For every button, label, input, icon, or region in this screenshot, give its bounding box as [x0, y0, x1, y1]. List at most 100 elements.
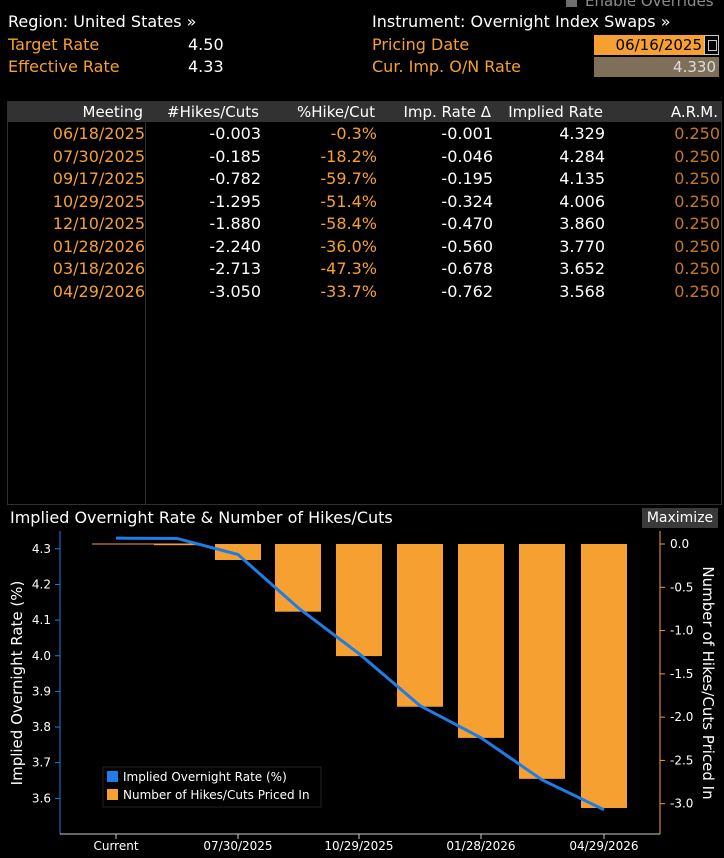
bar	[519, 543, 565, 779]
y-tick-label: 3.7	[32, 756, 51, 770]
cell-pct-hike-cut: -51.4%	[320, 191, 377, 211]
cell-implied-rate: 4.135	[559, 169, 605, 188]
x-tick-label: 01/28/2026	[446, 839, 515, 853]
table-divider	[145, 122, 146, 505]
y2-tick-label: -1.0	[670, 624, 693, 638]
cell-pct-hike-cut: -18.2%	[320, 146, 377, 166]
cell-arm: 0.250	[674, 124, 720, 143]
y2-tick-label: -2.5	[670, 753, 693, 767]
legend-swatch-line	[107, 771, 118, 782]
cell-imp-rate-delta: -0.324	[441, 191, 493, 211]
y-axis-title: Implied Overnight Rate (%)	[8, 581, 26, 786]
cell-hikes-cuts: -0.782	[209, 169, 261, 188]
cell-arm: 0.250	[674, 191, 720, 211]
bar	[215, 543, 261, 561]
cell-arm: 0.250	[674, 281, 720, 301]
col-header-pct-hike-cut[interactable]: %Hike/Cut	[262, 102, 378, 122]
cur-imp-rate-input[interactable]: 4.330	[594, 57, 719, 77]
cell-meeting-date: 06/18/2025	[52, 124, 145, 143]
bar	[397, 543, 443, 707]
bar	[581, 543, 627, 809]
cell-arm: 0.250	[674, 259, 720, 278]
cell-imp-rate-delta: -0.678	[441, 259, 493, 278]
col-header-meeting[interactable]: Meeting	[8, 102, 146, 122]
cell-hikes-cuts: -0.185	[209, 146, 261, 166]
calendar-icon[interactable]	[704, 35, 719, 55]
cell-hikes-cuts: -2.240	[209, 236, 261, 256]
cell-meeting-date: 04/29/2026	[52, 281, 145, 301]
cell-meeting-date: 12/10/2025	[52, 214, 145, 233]
y-tick-label: 3.6	[32, 791, 51, 805]
cell-meeting-date: 09/17/2025	[52, 169, 145, 188]
legend-box	[102, 766, 322, 808]
cell-hikes-cuts: -3.050	[209, 281, 261, 301]
cell-hikes-cuts: -1.295	[209, 191, 261, 211]
y2-tick-label: -3.0	[670, 797, 693, 811]
col-header-imp-rate-delta[interactable]: Imp. Rate Δ	[378, 102, 494, 122]
col-header-arm[interactable]: A.R.M.	[606, 102, 721, 122]
cell-meeting-date: 07/30/2025	[52, 146, 145, 166]
bar	[336, 543, 382, 657]
cell-pct-hike-cut: -36.0%	[320, 236, 377, 256]
cell-arm: 0.250	[674, 169, 720, 188]
cell-arm: 0.250	[674, 236, 720, 256]
cell-imp-rate-delta: -0.046	[441, 146, 493, 166]
enable-overrides-label: Enable Overrides	[585, 0, 714, 10]
cell-imp-rate-delta: -0.762	[441, 281, 493, 301]
y-tick-label: 4.2	[32, 577, 51, 591]
enable-overrides-checkbox[interactable]	[566, 0, 577, 7]
meeting-table	[7, 101, 722, 505]
maximize-button[interactable]: Maximize	[642, 508, 718, 528]
y-tick-label: 4.0	[32, 649, 51, 663]
cell-implied-rate: 3.770	[559, 236, 605, 256]
chart-title: Implied Overnight Rate & Number of Hikes…	[10, 508, 393, 527]
y-tick-label: 3.8	[32, 720, 51, 734]
cell-meeting-date: 01/28/2026	[52, 236, 145, 256]
implied-rate-line	[115, 536, 605, 812]
cell-hikes-cuts: -2.713	[209, 259, 261, 278]
bar	[154, 543, 200, 546]
cell-imp-rate-delta: -0.001	[441, 124, 493, 143]
bar	[458, 543, 504, 738]
x-tick-label: 04/29/2026	[569, 839, 638, 853]
cell-pct-hike-cut: -59.7%	[320, 169, 377, 188]
cell-imp-rate-delta: -0.470	[441, 214, 493, 233]
cell-pct-hike-cut: -47.3%	[320, 259, 377, 278]
cell-hikes-cuts: -1.880	[209, 214, 261, 233]
target-rate-value: 4.50	[188, 35, 224, 54]
pricing-date-label: Pricing Date	[372, 35, 470, 54]
y2-axis-title: Number of Hikes/Cuts Priced In	[699, 566, 717, 799]
effective-rate-label: Effective Rate	[8, 57, 120, 76]
cell-arm: 0.250	[674, 214, 720, 233]
y2-tick-label: 0.0	[670, 537, 689, 551]
legend-label-bar: Number of Hikes/Cuts Priced In	[123, 788, 310, 802]
col-header-implied-rate[interactable]: Implied Rate	[494, 102, 606, 122]
cell-pct-hike-cut: -0.3%	[330, 124, 377, 143]
y2-tick-label: -2.0	[670, 710, 693, 724]
region-selector[interactable]: Region: United States »	[8, 12, 197, 31]
cell-implied-rate: 4.284	[559, 146, 605, 166]
instrument-selector[interactable]: Instrument: Overnight Index Swaps »	[372, 12, 671, 31]
cell-meeting-date: 03/18/2026	[52, 259, 145, 278]
pricing-date-input[interactable]: 06/16/2025	[594, 35, 704, 55]
cell-imp-rate-delta: -0.195	[441, 169, 493, 188]
y-tick-label: 3.9	[32, 684, 51, 698]
cell-hikes-cuts: -0.003	[209, 124, 261, 143]
effective-rate-value: 4.33	[188, 57, 224, 76]
x-tick-label: 07/30/2025	[203, 839, 272, 853]
cell-implied-rate: 4.006	[559, 191, 605, 211]
legend-swatch-bar	[107, 789, 118, 800]
bar	[275, 543, 321, 612]
col-header-hikes-cuts[interactable]: #Hikes/Cuts	[146, 102, 262, 122]
cell-implied-rate: 3.568	[559, 281, 605, 301]
x-tick-label: Current	[93, 839, 138, 853]
y-tick-label: 4.3	[32, 542, 51, 556]
y2-tick-label: -1.5	[670, 667, 693, 681]
y-tick-label: 4.1	[32, 613, 51, 627]
cell-pct-hike-cut: -58.4%	[320, 214, 377, 233]
cell-implied-rate: 4.329	[559, 124, 605, 143]
x-tick-label: 10/29/2025	[324, 839, 393, 853]
cell-implied-rate: 3.860	[559, 214, 605, 233]
cur-imp-rate-label: Cur. Imp. O/N Rate	[372, 57, 521, 76]
y2-tick-label: -0.5	[670, 580, 693, 594]
